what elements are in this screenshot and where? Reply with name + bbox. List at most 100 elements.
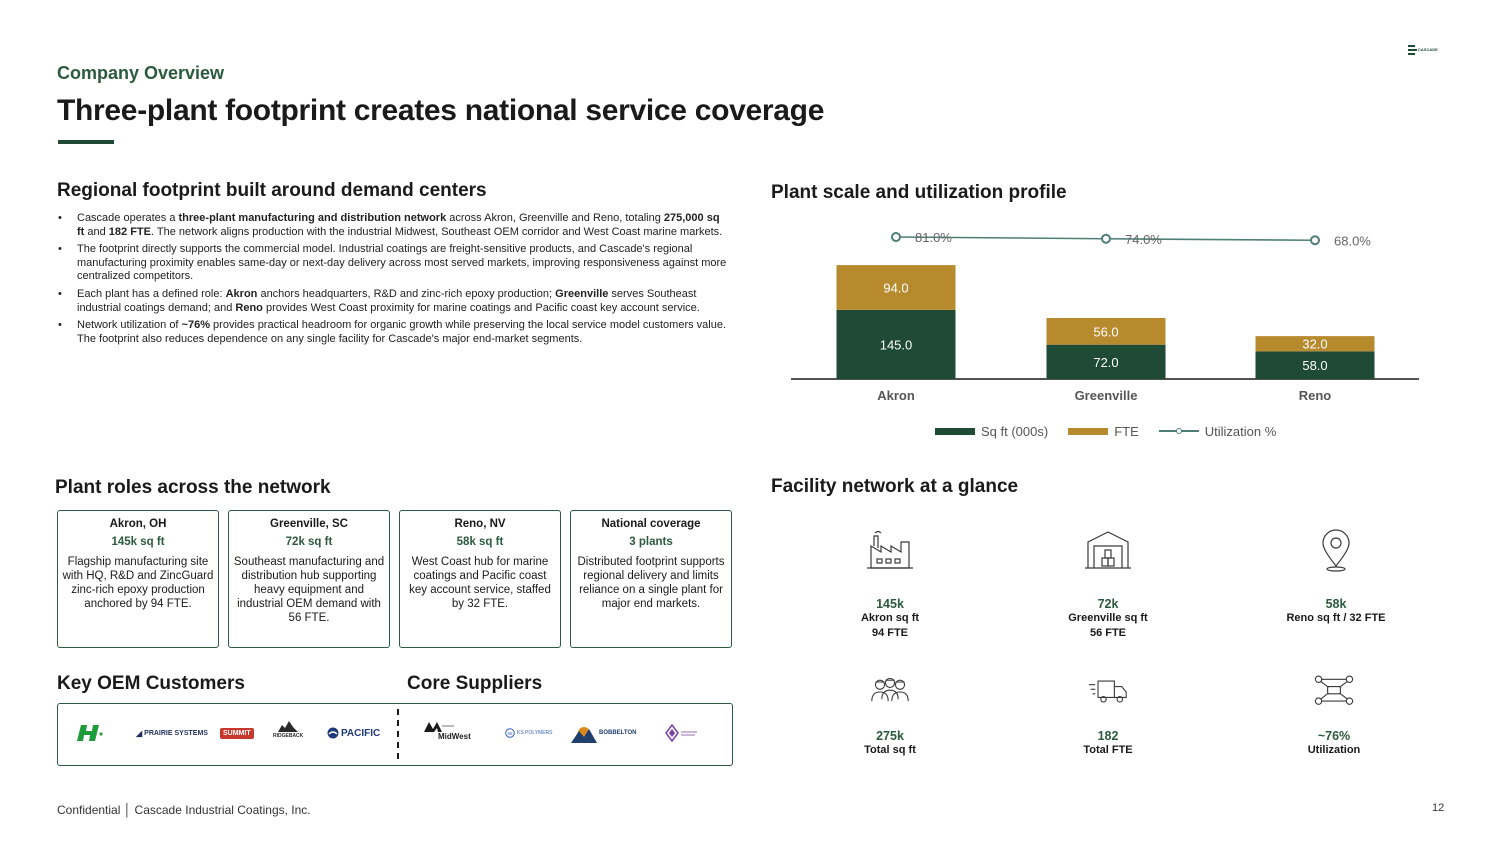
kpi-label: Reno sq ft / 32 FTE: [1286, 612, 1386, 624]
chart-legend: Sq ft (000s) FTE Utilization %: [935, 422, 1296, 440]
bar-label-fte: 94.0: [883, 280, 908, 295]
page-title: Three-plant footprint creates national s…: [57, 94, 825, 127]
role-card-desc: Southeast manufacturing and distribution…: [233, 556, 385, 624]
role-card-stat: 58k sq ft: [456, 536, 504, 548]
supplier-logo-bobbelton: BOBBELTON: [571, 722, 636, 744]
footprint-bullet: Network utilization of ~76% provides pra…: [57, 319, 727, 346]
title-underline: [58, 140, 114, 144]
supplier-logo-midwest: MidWest: [424, 722, 471, 744]
kpi-total-sqft: 275k Total sq ft: [820, 672, 960, 758]
kpi-label: Total sq ft: [864, 744, 916, 756]
kpi-label-2: 94 FTE: [871, 627, 909, 639]
logo-text: CASCADE: [1418, 47, 1438, 52]
kpi-value: 182: [1097, 729, 1119, 743]
legend-label-sqft: Sq ft (000s): [981, 423, 1049, 439]
role-card-title: Akron, OH: [109, 518, 167, 530]
network-icon: [1314, 675, 1354, 705]
bar-fte: [836, 265, 956, 310]
footer-confidential: Confidential │ Cascade Industrial Coatin…: [57, 803, 311, 817]
kpi-label-2: 56 FTE: [1089, 627, 1127, 639]
role-card-desc: Distributed footprint supports regional …: [577, 556, 725, 610]
bar-fte: [1255, 336, 1375, 352]
footprint-bullets: Cascade operates a three-plant manufactu…: [57, 212, 727, 350]
role-card-title: Greenville, SC: [270, 518, 348, 530]
suppliers-heading: Core Suppliers: [407, 673, 543, 694]
utilization-label: 74.0%: [1125, 232, 1162, 247]
kpi-utilization: ~76% Utilization: [1264, 672, 1404, 758]
legend-item-sqft: Sq ft (000s): [935, 424, 1048, 439]
plant-scale-chart: 145.0 94.0 Akron 72.0 56.0 Greenville 58.0 32.0…: [791, 230, 1419, 403]
partner-logos-box: [57, 703, 733, 766]
role-card-desc: West Coast hub for marine coatings and P…: [409, 556, 551, 610]
kpi-label: Greenville sq ft: [1068, 612, 1148, 624]
legend-swatch-utilization: [1158, 426, 1199, 436]
kpi-value: 58k: [1325, 597, 1347, 611]
page-number: 12: [1432, 802, 1445, 814]
customer-logo-pacific: PACIFIC: [327, 722, 380, 744]
logos-divider: [397, 709, 399, 759]
people-icon: [871, 677, 909, 702]
role-card-stat: 3 plants: [629, 536, 673, 548]
roles-heading: Plant roles across the network: [55, 477, 331, 498]
bar-label-sqft: 145.0: [880, 337, 913, 352]
kpi-value: ~76%: [1317, 729, 1351, 743]
bar-label-fte: 56.0: [1093, 324, 1118, 339]
utilization-label: 68.0%: [1334, 233, 1371, 248]
role-card-desc: Flagship manufacturing site with HQ, R&D…: [62, 556, 214, 610]
supplier-logo-ks: 55 KS POLYMERS: [505, 728, 553, 738]
bar-sqft: [836, 309, 956, 379]
role-card-title: National coverage: [601, 518, 701, 530]
supplier-logo-purple: [665, 722, 699, 744]
section-eyebrow: Company Overview: [57, 63, 225, 83]
utilization-point: [1310, 235, 1320, 246]
svg-text:55: 55: [507, 731, 513, 736]
role-card-stat: 72k sq ft: [285, 536, 333, 548]
kpi-greenville: 72k Greenville sq ft 56 FTE: [1038, 528, 1178, 641]
kpi-total-fte: 182 Total FTE: [1038, 672, 1178, 758]
bar-label-sqft: 72.0: [1093, 355, 1118, 370]
kpi-label: Total FTE: [1083, 744, 1133, 756]
kpi-akron: 145k Akron sq ft 94 FTE: [820, 528, 960, 641]
legend-item-fte: FTE: [1068, 424, 1139, 439]
customers-heading: Key OEM Customers: [57, 673, 245, 694]
utilization-point: [1101, 233, 1111, 244]
map-pin-icon: [1322, 529, 1350, 572]
chart-heading: Plant scale and utilization profile: [771, 182, 1067, 203]
footprint-heading: Regional footprint built around demand c…: [57, 180, 487, 201]
kpi-value: 275k: [876, 729, 904, 743]
bar-label-sqft: 58.0: [1302, 358, 1327, 373]
role-card-national: National coverage 3 plants Distributed f…: [570, 510, 732, 648]
bar-sqft: [1046, 344, 1166, 379]
role-card-stat: 145k sq ft: [111, 536, 165, 548]
footprint-bullet: The footprint directly supports the comm…: [57, 243, 727, 284]
legend-swatch-sqft: [935, 427, 975, 435]
x-tick-label: Reno: [1299, 388, 1332, 403]
warehouse-icon: [1085, 531, 1131, 569]
footprint-bullet: Each plant has a defined role: Akron anc…: [57, 288, 727, 315]
legend-item-utilization: Utilization %: [1158, 423, 1277, 439]
customer-logo-ridgeback: RIDGEBACK: [273, 720, 303, 742]
utilization-point: [891, 232, 901, 242]
utilization-label: 81.0%: [915, 230, 952, 245]
customer-logo-summit: SUMMIT: [220, 722, 254, 744]
company-logo: CASCADE: [1408, 44, 1440, 56]
legend-swatch-fte: [1068, 427, 1109, 435]
customer-logo-h: [77, 722, 105, 744]
kpi-label: Utilization: [1307, 744, 1361, 756]
factory-icon: [867, 530, 913, 569]
truck-icon: [1088, 680, 1127, 703]
kpi-label: Akron sq ft: [860, 612, 920, 624]
kpi-reno: 58k Reno sq ft / 32 FTE: [1266, 528, 1406, 626]
legend-label-utilization: Utilization %: [1204, 423, 1277, 439]
role-card-akron: Akron, OH 145k sq ft Flagship manufactur…: [57, 510, 219, 648]
bar-label-fte: 32.0: [1302, 337, 1327, 352]
facility-heading: Facility network at a glance: [771, 476, 1019, 497]
x-tick-label: Greenville: [1075, 388, 1138, 403]
customer-logo-prairie: ◢ PRAIRIE SYSTEMS: [136, 728, 208, 738]
bar-fte: [1046, 317, 1166, 345]
role-card-title: Reno, NV: [454, 518, 506, 530]
x-tick-label: Akron: [877, 388, 915, 403]
kpi-value: 72k: [1097, 597, 1119, 611]
kpi-value: 145k: [876, 597, 904, 611]
footprint-bullet: Cascade operates a three-plant manufactu…: [57, 212, 727, 239]
